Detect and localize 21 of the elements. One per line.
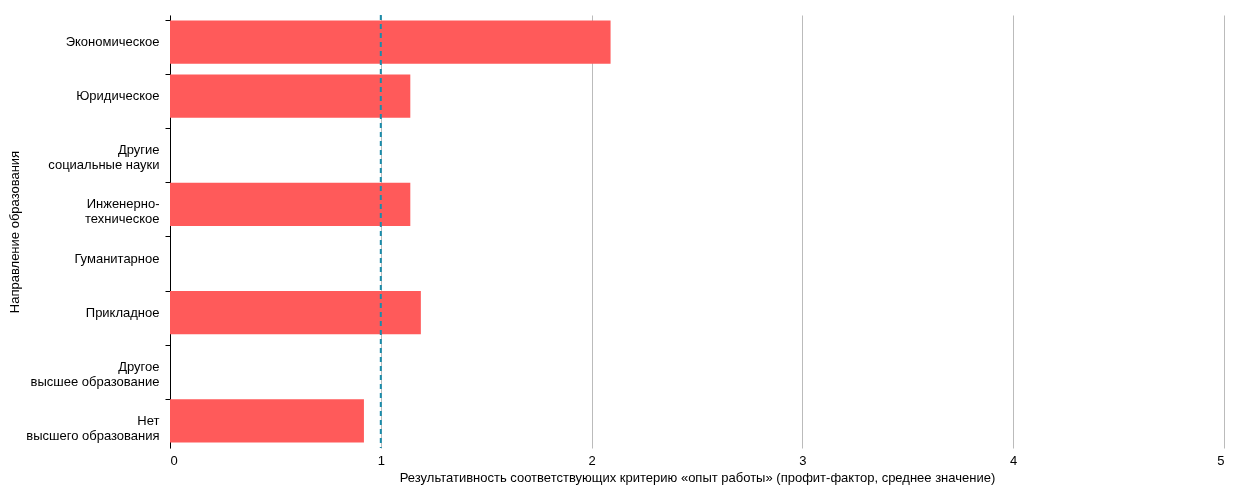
y-tick-label: Гуманитарное [74, 250, 160, 266]
y-tick-label: Другие социальные науки [48, 142, 160, 173]
x-tick-label: 4 [1010, 452, 1018, 468]
bar [170, 399, 364, 443]
bar [170, 182, 411, 227]
x-tick-label: 3 [799, 452, 807, 468]
x-axis-title: Результативность соответствующих критерию «опыт работы» (профит-фактор, среднее значение) [399, 469, 996, 485]
y-tick-label: Прикладное [85, 304, 160, 320]
y-tick-label: Экономическое [65, 34, 160, 50]
x-tick-label: 2 [588, 452, 596, 468]
bar [170, 20, 611, 64]
x-tick-label: 0 [170, 452, 178, 468]
x-tick-label: 1 [377, 452, 385, 468]
bar [170, 74, 411, 118]
bar [170, 291, 421, 335]
y-axis-title: Направление образования [7, 150, 23, 314]
y-tick-label: Другое высшее образование [30, 358, 160, 389]
y-tick-label: Юридическое [76, 88, 160, 104]
y-tick-label: Нет высшего образования [26, 412, 160, 443]
y-tick-label: Инженерно- техническое [85, 196, 160, 227]
x-tick-label: 5 [1217, 452, 1225, 468]
